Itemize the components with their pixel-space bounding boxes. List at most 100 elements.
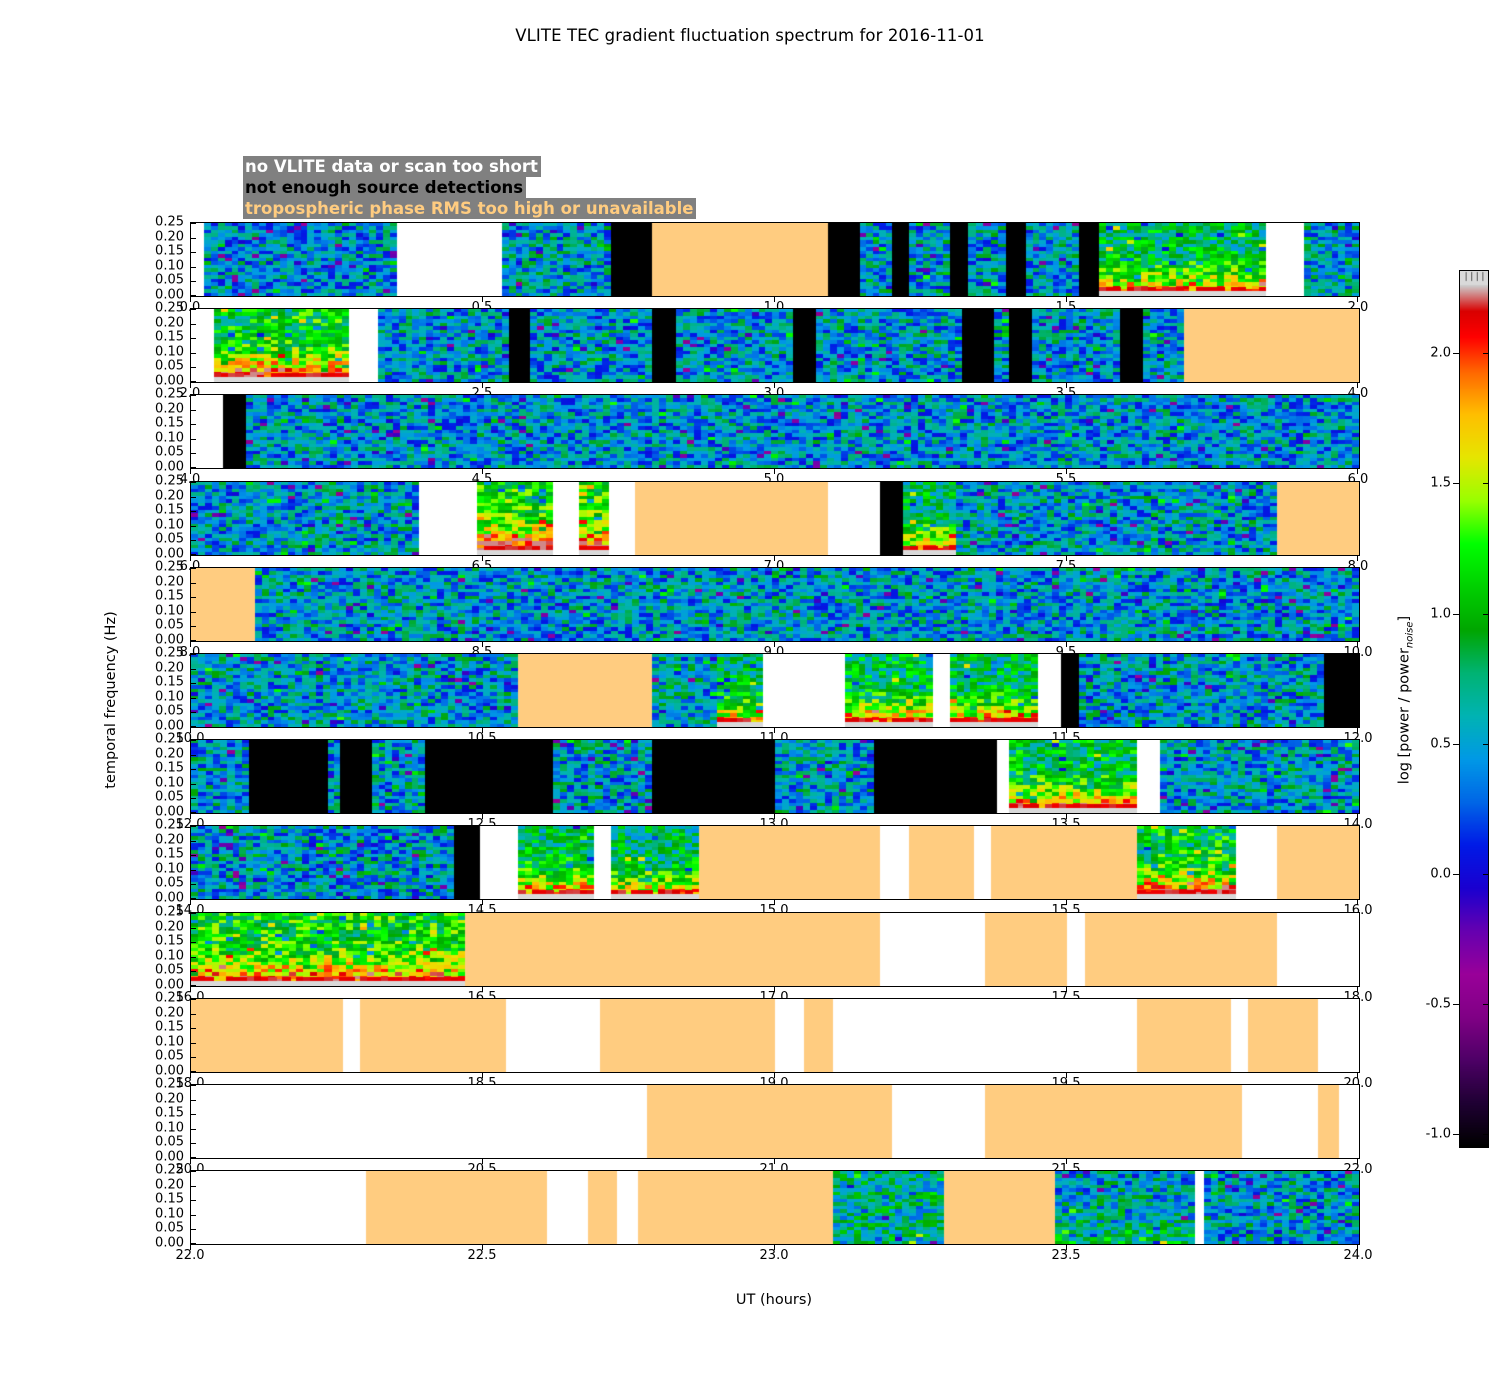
- y-axis-tick: [191, 1214, 196, 1216]
- legend-item-no-vlite-data: no VLITE data or scan too short: [243, 156, 541, 178]
- y-axis-tick: [191, 683, 196, 685]
- colorbar-tick-label: 2.0: [1430, 345, 1451, 361]
- x-axis-tick: [1357, 296, 1358, 302]
- spectrogram-image: [191, 395, 1359, 468]
- y-axis-tick: [191, 1171, 196, 1172]
- spectrogram-image: [191, 568, 1359, 641]
- x-axis-tick: [774, 1244, 775, 1250]
- y-axis-tick-label: 0.25: [155, 559, 184, 575]
- y-axis-tick: [191, 942, 196, 944]
- y-axis-tick: [191, 467, 196, 468]
- x-axis-tick: [190, 555, 191, 561]
- legend-item-not-enough-detections: not enough source detections: [243, 177, 527, 199]
- y-axis-tick: [191, 783, 196, 785]
- y-axis-tick-label: 0.05: [155, 617, 184, 633]
- y-axis-tick: [191, 338, 196, 340]
- y-axis-tick-labels: 0.00 0.05 0.10 0.15 0.20 0.25: [140, 302, 184, 388]
- y-axis-tick-label: 0.20: [155, 315, 184, 331]
- y-axis-tick-label: 0.15: [155, 846, 184, 862]
- y-axis-tick-label: 0.00: [155, 804, 184, 820]
- y-axis-tick: [191, 525, 196, 527]
- x-axis-tick: [190, 727, 191, 733]
- y-axis-tick: [191, 697, 196, 699]
- y-axis-tick-label: 0.05: [155, 1134, 184, 1150]
- y-axis-tick-label: 0.25: [155, 300, 184, 316]
- y-axis-tick: [191, 482, 196, 483]
- x-axis-tick: [190, 468, 191, 474]
- y-axis-tick: [191, 840, 196, 842]
- y-axis-tick: [191, 1200, 196, 1202]
- y-axis-tick-label: 0.15: [155, 415, 184, 431]
- spectrogram-panel: [190, 825, 1360, 900]
- x-axis-tick: [482, 1158, 483, 1164]
- x-axis-tick-labels: 22.0 22.5 23.0 23.5 24.0: [176, 1248, 1373, 1265]
- y-axis-tick: [191, 511, 196, 513]
- colorbar-tick-inner: [1483, 613, 1489, 615]
- x-axis-tick: [482, 813, 483, 819]
- y-axis-tick: [191, 409, 196, 411]
- y-axis-tick-label: 0.15: [155, 588, 184, 604]
- y-axis-tick: [191, 812, 196, 813]
- y-axis-tick-label: 0.15: [155, 243, 184, 259]
- x-axis-tick: [1066, 1244, 1067, 1250]
- y-axis-tick: [191, 1243, 196, 1244]
- y-axis-tick-label: 0.20: [155, 1177, 184, 1193]
- y-axis-tick-labels: 0.00 0.05 0.10 0.15 0.20 0.25: [140, 475, 184, 561]
- y-axis-tick-label: 0.25: [155, 990, 184, 1006]
- page-title: VLITE TEC gradient fluctuation spectrum …: [515, 26, 985, 45]
- y-axis-tick: [191, 295, 196, 296]
- y-axis-tick-label: 0.20: [155, 574, 184, 590]
- y-axis-tick-label: 0.00: [155, 632, 184, 648]
- y-axis-tick: [191, 740, 196, 741]
- y-axis-tick-label: 0.10: [155, 1206, 184, 1222]
- colorbar-tick-inner: [1483, 483, 1489, 485]
- y-axis-tick: [191, 1128, 196, 1130]
- colorbar-title: log [power / powernoise]: [1396, 615, 1416, 785]
- y-axis-tick: [191, 1013, 196, 1015]
- y-axis-tick: [191, 640, 196, 641]
- y-axis-tick-label: 0.25: [155, 731, 184, 747]
- y-axis-tick-label: 0.05: [155, 962, 184, 978]
- y-axis-tick: [191, 855, 196, 857]
- y-axis-tick: [191, 223, 196, 224]
- x-axis-tick-label: 24.0: [1343, 1248, 1373, 1263]
- y-axis-tick: [191, 367, 196, 369]
- y-axis-tick: [191, 1085, 196, 1086]
- y-axis-tick: [191, 798, 196, 800]
- x-axis-tick: [190, 296, 191, 302]
- y-axis-tick: [191, 252, 196, 254]
- y-axis-tick-label: 0.05: [155, 703, 184, 719]
- spectrogram-image: [191, 309, 1359, 382]
- y-axis-tick-labels: 0.00 0.05 0.10 0.15 0.20 0.25: [140, 906, 184, 992]
- x-axis-tick: [1357, 1244, 1358, 1250]
- y-axis-tick-label: 0.20: [155, 488, 184, 504]
- colorbar-tick: [1453, 353, 1459, 355]
- x-axis-tick: [482, 641, 483, 647]
- colorbar-tick-label: 1.5: [1430, 475, 1451, 491]
- x-axis-tick: [190, 1072, 191, 1078]
- spectrogram-panel: [190, 998, 1360, 1073]
- y-axis-tick-label: 0.00: [155, 890, 184, 906]
- y-axis-tick: [191, 237, 196, 239]
- y-axis-tick: [191, 438, 196, 440]
- y-axis-tick-label: 0.10: [155, 258, 184, 274]
- y-axis-tick: [191, 352, 196, 354]
- y-axis-tick-label: 0.25: [155, 214, 184, 230]
- x-axis-tick-label: 23.5: [1051, 1248, 1081, 1263]
- y-axis-tick-label: 0.15: [155, 502, 184, 518]
- x-axis-tick-label: 23.0: [759, 1248, 789, 1263]
- x-axis-tick: [1066, 296, 1067, 302]
- y-axis-tick-label: 0.20: [155, 919, 184, 935]
- y-axis-tick-label: 0.15: [155, 933, 184, 949]
- y-axis-title: temporal frequency (Hz): [103, 611, 119, 789]
- y-axis-tick: [191, 1229, 196, 1231]
- x-axis-tick: [482, 1244, 483, 1250]
- spectrogram-image: [191, 482, 1359, 555]
- y-axis-tick-label: 0.15: [155, 674, 184, 690]
- y-axis-tick-label: 0.15: [155, 329, 184, 345]
- x-axis-tick: [774, 899, 775, 905]
- spectrogram-panel: [190, 912, 1360, 987]
- x-axis-tick: [774, 641, 775, 647]
- x-axis-tick: [482, 1072, 483, 1078]
- colorbar-tick-label: 0.5: [1430, 736, 1451, 752]
